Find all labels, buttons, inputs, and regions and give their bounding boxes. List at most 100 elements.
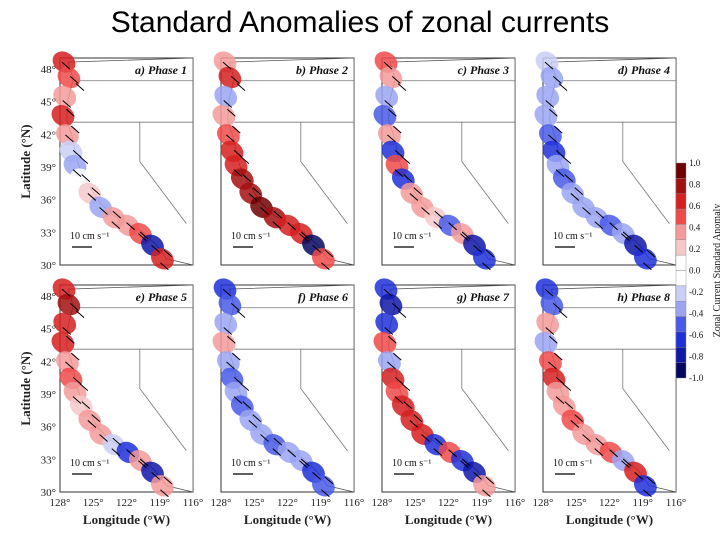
current-vector	[163, 476, 173, 485]
current-vector	[160, 262, 169, 271]
current-vector	[72, 169, 82, 178]
current-vector	[387, 361, 396, 370]
current-vector	[139, 231, 149, 240]
colorbar-tick-label: 0.0	[689, 266, 701, 276]
anomaly-cell	[534, 332, 558, 354]
colorbar-tick-label: -0.4	[689, 309, 704, 319]
current-vector	[555, 396, 565, 405]
anomaly-cell	[51, 105, 75, 127]
y-tick-label: 45°	[41, 324, 56, 336]
current-vector	[555, 169, 565, 178]
current-vector	[562, 156, 572, 164]
current-vector	[230, 303, 240, 311]
x-axis-label: Longitude (°W)	[83, 512, 170, 527]
anomaly-cell	[536, 85, 560, 108]
current-vector	[252, 187, 262, 195]
current-vector	[397, 83, 407, 92]
colorbar-tick-label: 1.0	[689, 158, 701, 168]
x-tick-label: 119°	[633, 497, 654, 509]
current-vector	[248, 420, 258, 428]
current-vector	[242, 174, 252, 182]
current-vector	[473, 244, 482, 253]
current-vector	[448, 449, 457, 458]
current-vector	[643, 489, 652, 498]
current-vector	[394, 376, 404, 385]
map-panel: b) Phase 2 10 cm s⁻¹	[212, 51, 355, 271]
current-vector	[273, 437, 283, 446]
current-vector	[401, 156, 411, 164]
x-tick-label: 125°	[566, 497, 587, 509]
vector-scale-label: 10 cm s⁻¹	[231, 231, 270, 242]
current-vector	[646, 476, 656, 485]
current-vector	[621, 233, 630, 242]
current-vector	[242, 401, 252, 409]
y-axis-label: Latitude (°N)	[18, 124, 33, 198]
current-vector	[549, 108, 558, 117]
panel-title: c) Phase 3	[458, 63, 509, 77]
anomaly-cell	[375, 312, 399, 335]
vector-scale-label: 10 cm s⁻¹	[553, 231, 592, 242]
anomaly-cell	[540, 293, 564, 316]
current-vector	[233, 396, 243, 405]
current-vector	[403, 401, 413, 409]
current-vector	[421, 434, 430, 442]
current-vector	[236, 83, 246, 92]
map-panel: e) Phase 5 10 cm s⁻¹	[51, 278, 194, 498]
current-vector	[240, 156, 250, 164]
current-vector	[434, 210, 444, 219]
vector-scale-label: 10 cm s⁻¹	[70, 458, 109, 469]
colorbar-tick-label: 0.6	[689, 201, 701, 211]
x-tick-label: 116°	[344, 497, 365, 509]
current-vector	[388, 335, 397, 344]
panel-title: g) Phase 7	[456, 290, 510, 304]
colorbar-tick-label: 0.8	[689, 180, 701, 190]
current-vector	[75, 310, 85, 319]
current-vector	[461, 458, 471, 467]
current-vector	[574, 414, 584, 422]
current-vector	[69, 76, 79, 84]
colorbar-swatch	[675, 178, 687, 194]
state-border	[139, 122, 187, 224]
x-axis-label: Longitude (°W)	[244, 512, 331, 527]
current-vector	[544, 61, 554, 70]
current-vector	[65, 361, 74, 370]
anomaly-cell	[373, 105, 397, 127]
current-vector	[72, 376, 82, 385]
current-vector	[394, 396, 404, 405]
current-vector	[79, 383, 89, 391]
current-vector	[549, 335, 558, 344]
current-vector	[70, 125, 80, 134]
current-vector	[548, 134, 557, 143]
x-tick-label: 122°	[438, 497, 459, 509]
y-tick-label: 36°	[41, 422, 56, 434]
current-vector	[91, 187, 101, 195]
current-vector	[111, 448, 121, 457]
x-tick-label: 128°	[50, 497, 71, 509]
anomaly-cell	[540, 66, 564, 89]
current-vector	[112, 437, 122, 446]
vector-scale-label: 10 cm s⁻¹	[392, 231, 431, 242]
current-vector	[595, 437, 605, 446]
colorbar-label: Zonal Current Standard Anomaly	[712, 204, 720, 338]
current-vector	[384, 327, 394, 335]
anomaly-cell	[214, 85, 238, 108]
current-vector	[646, 249, 656, 258]
panel-title: d) Phase 4	[618, 63, 670, 77]
current-vector	[62, 100, 72, 108]
current-vector	[394, 169, 404, 178]
current-vector	[413, 187, 423, 195]
map-panel: a) Phase 1 10 cm s⁻¹	[51, 51, 194, 271]
current-vector	[553, 125, 563, 134]
y-tick-label: 45°	[41, 97, 56, 109]
current-vector	[111, 221, 121, 230]
current-vector	[91, 414, 101, 422]
current-vector	[226, 134, 235, 143]
current-vector	[552, 76, 562, 84]
current-vector	[482, 262, 491, 271]
colorbar-swatch	[675, 301, 687, 317]
vector-scale-label: 10 cm s⁻¹	[231, 458, 270, 469]
y-tick-label: 39°	[41, 389, 56, 401]
current-vector	[299, 233, 308, 242]
vector-scale-label: 10 cm s⁻¹	[70, 231, 109, 242]
current-vector	[87, 193, 97, 201]
